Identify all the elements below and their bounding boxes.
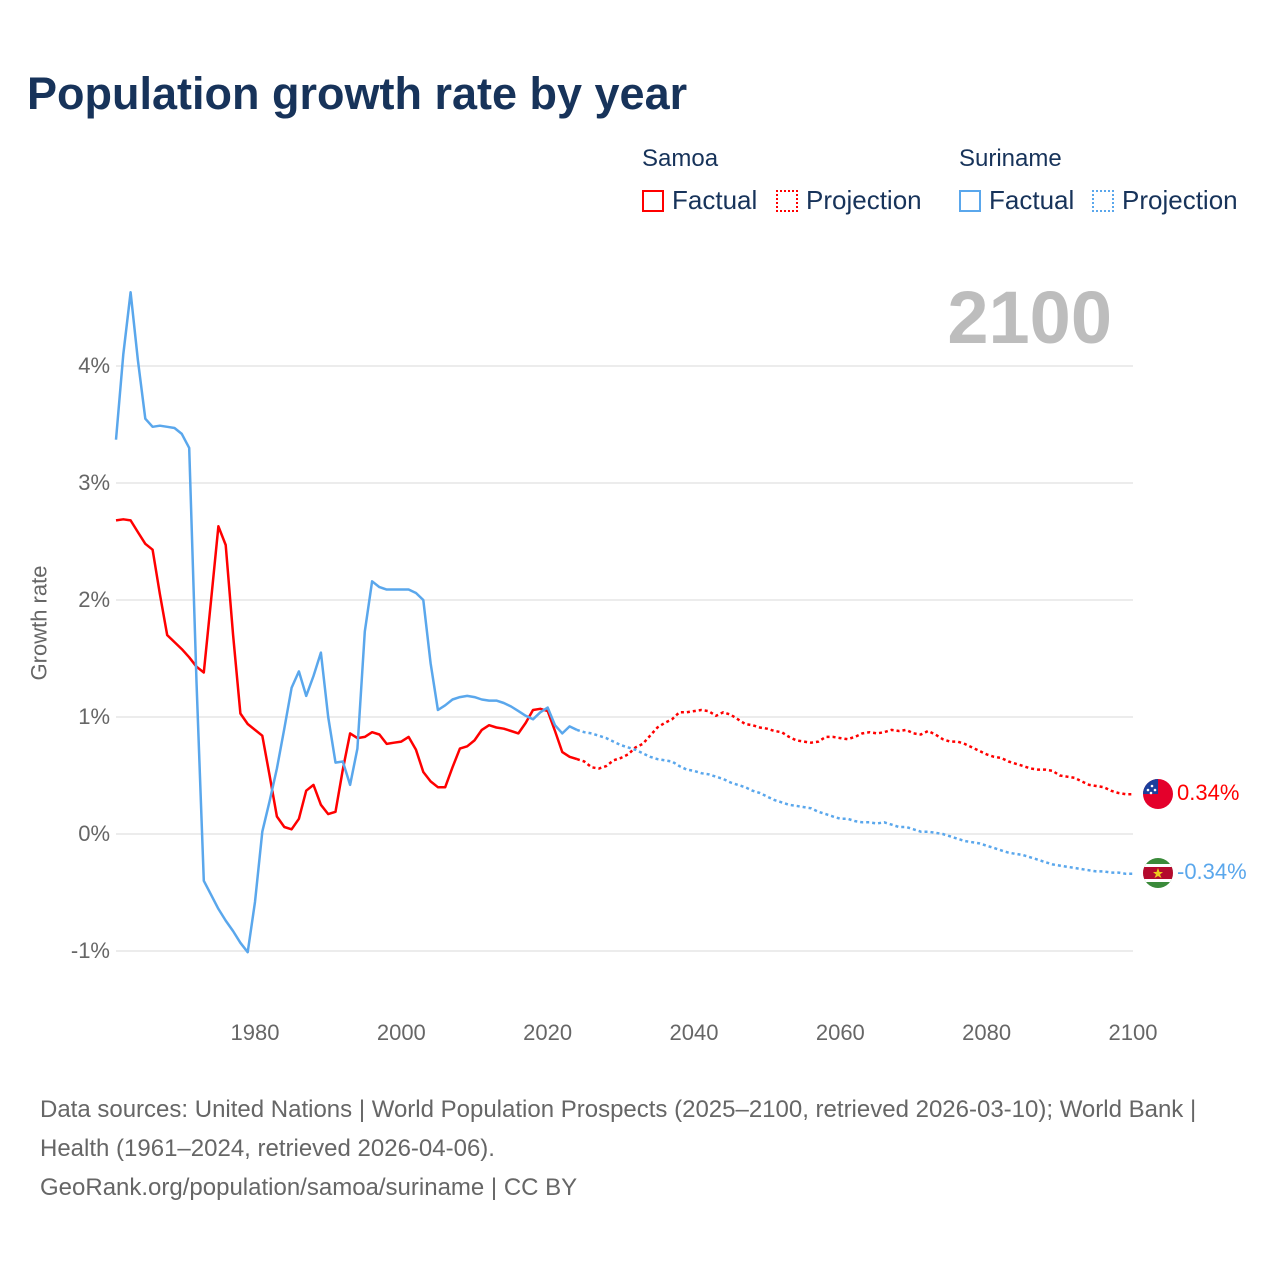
legend-swatch-solid [959, 189, 981, 212]
samoa-solid-line [115, 518, 578, 831]
y-tick-label: 0% [78, 821, 110, 846]
legend-samoa-factual[interactable]: Factual [642, 185, 757, 216]
y-tick-label: -1% [70, 938, 110, 963]
suriname-solid-line [114, 291, 578, 954]
chart-title: Population growth rate by year [27, 68, 688, 119]
data-sources: Data sources: United Nations | World Pop… [40, 1096, 1197, 1162]
y-tick-label: 2% [78, 587, 110, 612]
y-tick-label: 1% [78, 704, 110, 729]
x-tick-label: 2000 [376, 1020, 426, 1045]
legend-samoa-projection[interactable]: Projection [776, 185, 922, 216]
x-tick-label: 2040 [669, 1020, 719, 1045]
source-link[interactable]: GeoRank.org/population/samoa/suriname | … [40, 1174, 578, 1201]
x-tick-label: 2020 [523, 1020, 573, 1045]
samoa-dotted-line [576, 708, 1133, 796]
legend-country-samoa: Samoa [642, 145, 719, 172]
samoa-flag-icon [1143, 779, 1173, 809]
legend-swatch-dotted [776, 189, 798, 212]
legend-label: Projection [1122, 185, 1238, 215]
legend-suriname-projection[interactable]: Projection [1092, 185, 1238, 216]
legend-label: Factual [989, 185, 1075, 215]
x-tick-label: 2080 [962, 1020, 1012, 1045]
suriname-end-value: -0.34% [1177, 859, 1247, 884]
legend-country-suriname: Suriname [959, 145, 1062, 172]
legend-label: Factual [672, 185, 758, 215]
y-axis-label: Growth rate [26, 565, 52, 681]
legend-swatch-solid [642, 189, 664, 212]
y-tick-label: 4% [78, 353, 110, 378]
x-tick-label: 2060 [815, 1020, 865, 1045]
y-tick-label: 3% [78, 470, 110, 495]
x-tick-label: 2100 [1108, 1020, 1158, 1045]
suriname-flag-icon [1143, 858, 1173, 888]
x-tick-label: 1980 [230, 1020, 280, 1045]
suriname-dotted-line [576, 728, 1133, 876]
legend-suriname-factual[interactable]: Factual [959, 185, 1074, 216]
legend-swatch-dotted [1092, 189, 1114, 212]
samoa-end-value: 0.34% [1177, 780, 1240, 805]
footer: Data sources: United Nations | World Pop… [40, 1090, 1240, 1207]
legend-label: Projection [806, 185, 922, 215]
current-year-label: 2100 [947, 276, 1112, 359]
